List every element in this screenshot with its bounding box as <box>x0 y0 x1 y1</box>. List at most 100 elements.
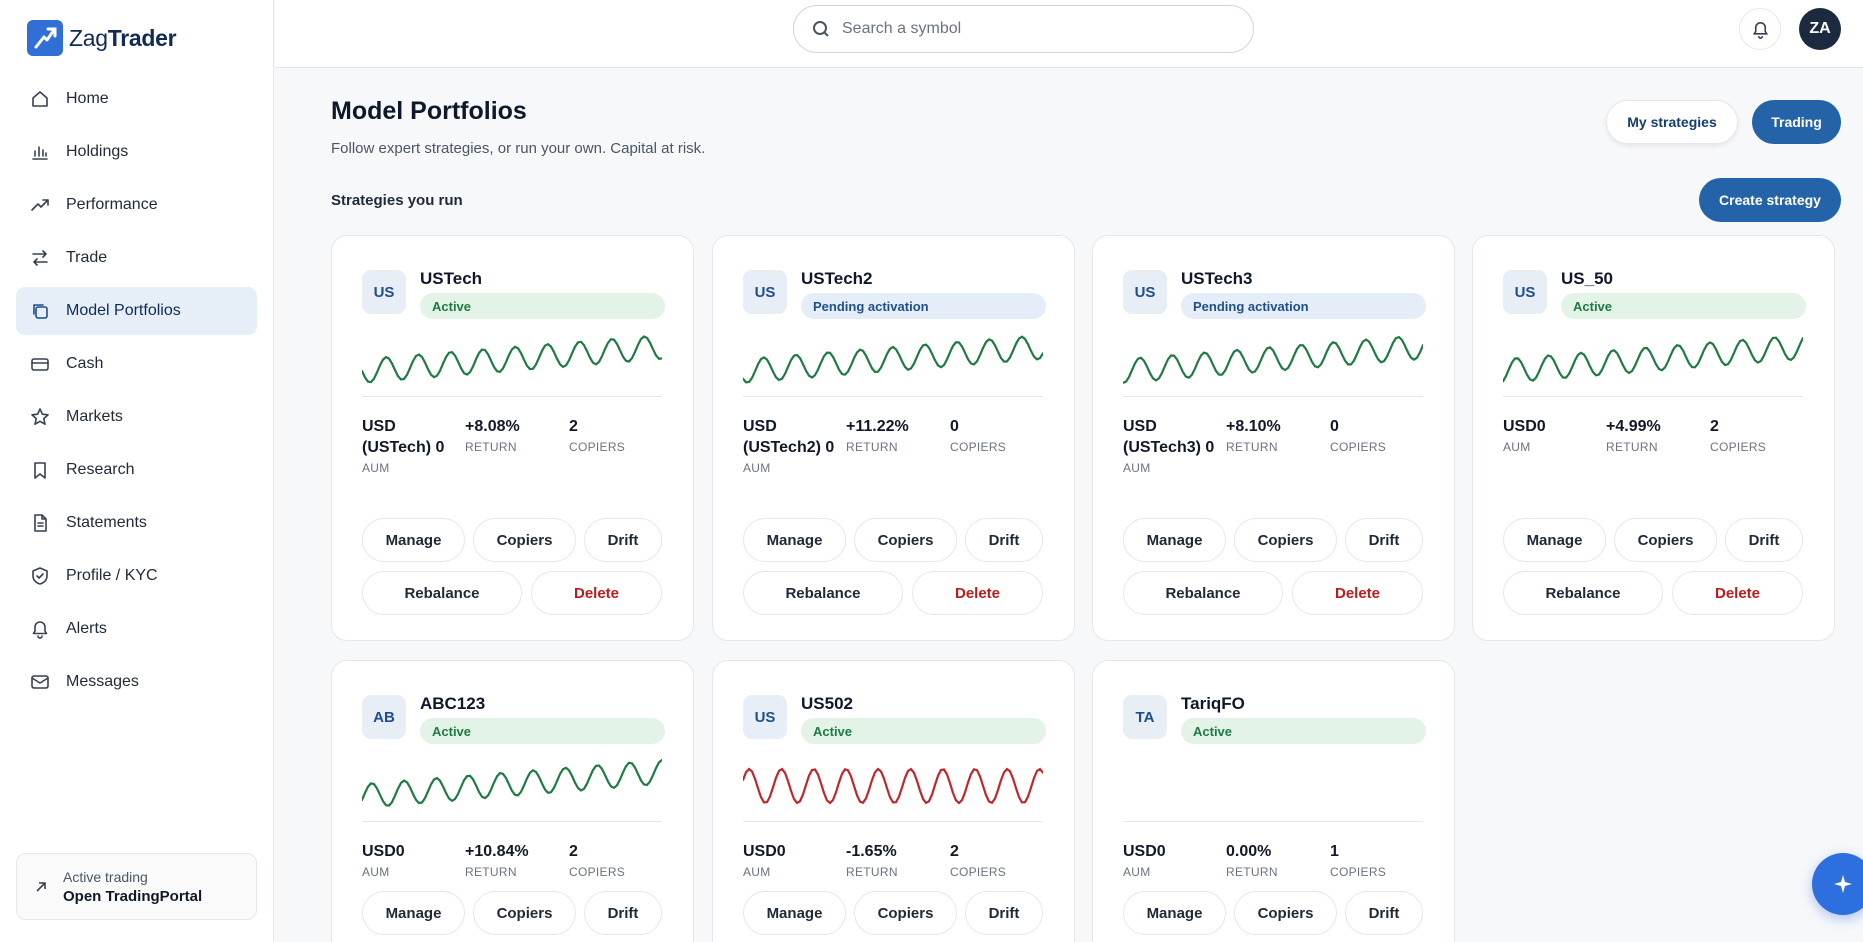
sidebar-item-holdings[interactable]: Holdings <box>16 128 257 176</box>
avatar[interactable]: ZA <box>1799 8 1841 50</box>
divider <box>362 821 662 822</box>
manage-button[interactable]: Manage <box>1503 518 1606 562</box>
return-label: RETURN <box>1226 440 1278 454</box>
copiers-value: 0 <box>950 418 959 435</box>
assistant-button[interactable] <box>1812 853 1863 915</box>
sidebar-item-trade[interactable]: Trade <box>16 234 257 282</box>
sparkline-chart <box>743 335 1043 384</box>
manage-button[interactable]: Manage <box>1123 891 1226 935</box>
copiers-label: COPIERS <box>569 440 626 454</box>
logo-icon <box>27 20 63 56</box>
sidebar-item-performance[interactable]: Performance <box>16 181 257 229</box>
logo[interactable]: ZagTrader <box>27 20 177 56</box>
search-bar[interactable] <box>793 5 1254 53</box>
strategy-tag: US <box>743 695 787 739</box>
manage-button[interactable]: Manage <box>743 891 846 935</box>
manage-button[interactable]: Manage <box>362 891 465 935</box>
drift-button[interactable]: Drift <box>584 891 662 935</box>
create-strategy-button[interactable]: Create strategy <box>1699 178 1841 222</box>
drift-button[interactable]: Drift <box>1345 891 1423 935</box>
logo-text: ZagTrader <box>69 24 177 51</box>
footer-card-link[interactable]: Open TradingPortal <box>63 887 203 905</box>
sidebar-item-messages[interactable]: Messages <box>16 658 257 706</box>
sparkline-path <box>362 758 662 807</box>
aum-metric: USD0 AUM <box>743 841 838 879</box>
aum-label: AUM <box>743 865 771 879</box>
drift-button[interactable]: Drift <box>965 891 1043 935</box>
aum-metric: USD0 AUM <box>1503 416 1598 454</box>
sparkle-icon <box>1834 875 1852 893</box>
strategy-name[interactable]: USTech3 <box>1181 269 1253 288</box>
sparkline-path <box>1123 335 1423 384</box>
rebalance-button[interactable]: Rebalance <box>743 571 903 615</box>
rebalance-button[interactable]: Rebalance <box>362 571 522 615</box>
aum-value: USD (USTech3) 0 <box>1123 418 1215 456</box>
my-strategies-button[interactable]: My strategies <box>1606 100 1738 144</box>
strategy-tag: US <box>1123 270 1167 314</box>
arrows-swap-icon <box>30 248 50 268</box>
delete-button[interactable]: Delete <box>531 571 662 615</box>
aum-label: AUM <box>1503 440 1531 454</box>
delete-button[interactable]: Delete <box>912 571 1043 615</box>
copiers-button[interactable]: Copiers <box>473 891 576 935</box>
copiers-metric: 2 COPIERS <box>569 841 625 879</box>
status-badge: Pending activation <box>801 293 1046 319</box>
status-badge: Active <box>1561 293 1806 319</box>
return-metric: 0.00% RETURN <box>1226 841 1278 879</box>
strategy-card: TA TariqFO Active USD0 AUM 0.00% RETURN 1 COPIER… <box>1092 660 1455 942</box>
return-metric: -1.65% RETURN <box>846 841 898 879</box>
divider <box>1503 396 1803 397</box>
aum-metric: USD0 AUM <box>362 841 457 879</box>
strategy-name[interactable]: US502 <box>801 694 853 713</box>
drift-button[interactable]: Drift <box>584 518 662 562</box>
strategy-name[interactable]: USTech <box>420 269 483 288</box>
sidebar-item-statements[interactable]: Statements <box>16 499 257 547</box>
copiers-button[interactable]: Copiers <box>1234 891 1337 935</box>
divider <box>1123 821 1423 822</box>
sparkline-path <box>362 335 662 384</box>
sidebar-item-model-portfolios[interactable]: Model Portfolios <box>16 287 257 335</box>
manage-button[interactable]: Manage <box>743 518 846 562</box>
copiers-value: 2 <box>950 843 959 860</box>
drift-button[interactable]: Drift <box>1725 518 1803 562</box>
copiers-button[interactable]: Copiers <box>1614 518 1717 562</box>
copiers-label: COPIERS <box>950 865 1007 879</box>
strategy-name[interactable]: ABC123 <box>420 694 486 713</box>
delete-button[interactable]: Delete <box>1292 571 1423 615</box>
strategy-card: US US502 Active USD0 AUM -1.65% RETURN 2 COPIERS… <box>712 660 1075 942</box>
rebalance-button[interactable]: Rebalance <box>1123 571 1283 615</box>
copiers-button[interactable]: Copiers <box>854 891 957 935</box>
trading-button[interactable]: Trading <box>1752 100 1841 144</box>
sidebar-item-alerts[interactable]: Alerts <box>16 605 257 653</box>
sidebar-item-cash[interactable]: Cash <box>16 340 257 388</box>
copiers-button[interactable]: Copiers <box>854 518 957 562</box>
copiers-label: COPIERS <box>1710 440 1767 454</box>
manage-button[interactable]: Manage <box>362 518 465 562</box>
copiers-button[interactable]: Copiers <box>1234 518 1337 562</box>
strategy-name[interactable]: TariqFO <box>1181 694 1245 713</box>
sparkline-chart <box>362 335 662 384</box>
copiers-button[interactable]: Copiers <box>473 518 576 562</box>
sidebar-item-profile-kyc[interactable]: Profile / KYC <box>16 552 257 600</box>
delete-button[interactable]: Delete <box>1672 571 1803 615</box>
rebalance-button[interactable]: Rebalance <box>1503 571 1663 615</box>
sidebar-item-markets[interactable]: Markets <box>16 393 257 441</box>
sparkline-path <box>1503 336 1803 383</box>
divider <box>743 821 1043 822</box>
sidebar-item-label: Messages <box>66 673 139 690</box>
status-badge: Active <box>420 293 665 319</box>
strategy-name[interactable]: US_50 <box>1561 269 1613 288</box>
aum-metric: USD (USTech) 0 AUM <box>362 416 457 475</box>
sidebar-item-home[interactable]: Home <box>16 75 257 123</box>
drift-button[interactable]: Drift <box>965 518 1043 562</box>
strategy-name[interactable]: USTech2 <box>801 269 873 288</box>
notifications-button[interactable] <box>1739 8 1781 50</box>
open-trading-portal-card[interactable]: Active trading Open TradingPortal <box>16 853 257 920</box>
copiers-metric: 2 COPIERS <box>950 841 1006 879</box>
drift-button[interactable]: Drift <box>1345 518 1423 562</box>
sidebar-item-research[interactable]: Research <box>16 446 257 494</box>
search-input[interactable] <box>842 20 1222 38</box>
manage-button[interactable]: Manage <box>1123 518 1226 562</box>
status-badge: Pending activation <box>1181 293 1426 319</box>
page-subtitle: Follow expert strategies, or run your ow… <box>331 140 706 157</box>
